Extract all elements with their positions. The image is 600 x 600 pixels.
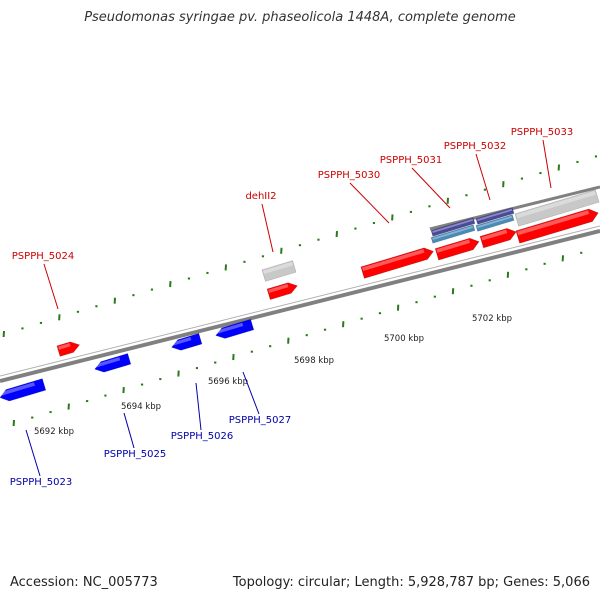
gene-pspph-5023-body[interactable]: [0, 378, 47, 404]
gene-pspph-5031-shine: [436, 239, 471, 253]
backbone-line: [0, 229, 600, 383]
gene-label-forward[interactable]: PSPPH_5033: [511, 127, 573, 138]
leader-line: [25, 429, 41, 477]
gene-pspph-5032-body[interactable]: [479, 226, 518, 249]
feature-dehii2-box-shine: [263, 261, 293, 274]
scale-label: 5696 kbp: [208, 377, 248, 387]
gene-label-forward[interactable]: PSPPH_5032: [444, 141, 506, 152]
gene-pspph-5030-body[interactable]: [360, 246, 435, 279]
gene-pspph-5024-shine: [58, 343, 71, 350]
feature-dehii2-box-body[interactable]: [261, 260, 297, 282]
scale-label: 5694 kbp: [121, 402, 161, 412]
cds-pspph-5032-dark-body[interactable]: [475, 207, 515, 225]
scale-label: 5692 kbp: [34, 427, 74, 437]
gene-label-reverse[interactable]: PSPPH_5026: [171, 431, 233, 442]
leader-line: [349, 182, 390, 224]
feature-pspph-5033-box-body[interactable]: [514, 189, 600, 227]
gene-features[interactable]: [0, 189, 600, 404]
leader-line: [123, 412, 135, 449]
gene-pspph-5026[interactable]: [170, 333, 203, 352]
cds-pspph-5032-light-body[interactable]: [475, 214, 515, 232]
accession-text: Accession: NC_005773: [10, 575, 158, 590]
gene-label-forward[interactable]: PSPPH_5030: [318, 170, 380, 181]
gene-pspph-5023-shine: [0, 382, 36, 396]
cds-pspph-5032-dark-shine: [477, 208, 513, 221]
gene-pspph-5027[interactable]: [214, 318, 255, 340]
gene-pspph-5024[interactable]: [56, 340, 81, 357]
gene-label-forward[interactable]: PSPPH_5031: [380, 155, 442, 166]
gene-pspph-5027-shine: [215, 322, 244, 335]
leader-line: [475, 153, 491, 201]
scale-label: 5698 kbp: [294, 356, 334, 366]
gene-pspph-5033-body[interactable]: [515, 207, 600, 244]
gene-pspph-5024-body[interactable]: [56, 340, 81, 357]
gene-callouts[interactable]: PSPPH_5024dehII2PSPPH_5030PSPPH_5031PSPP…: [10, 127, 573, 488]
leader-line: [195, 382, 202, 431]
gene-dehii2-shine: [268, 283, 289, 293]
feature-pspph-5033-box[interactable]: [514, 189, 600, 227]
gene-pspph-5025-body[interactable]: [93, 353, 132, 375]
gene-pspph-5031[interactable]: [434, 236, 481, 261]
leader-line: [411, 167, 451, 209]
gene-dehii2[interactable]: [266, 280, 299, 300]
scale-label: 5702 kbp: [472, 314, 512, 324]
gene-label-forward[interactable]: PSPPH_5024: [12, 251, 74, 262]
cds-pspph-5032-dark[interactable]: [475, 207, 515, 225]
gene-pspph-5023[interactable]: [0, 378, 47, 404]
cds-pspph-5031-light-shine: [432, 226, 474, 240]
gene-pspph-5032-shine: [481, 229, 508, 241]
cds-pspph-5032-light[interactable]: [475, 214, 515, 232]
gene-pspph-5026-shine: [171, 336, 192, 346]
gene-label-reverse[interactable]: PSPPH_5027: [229, 415, 291, 426]
gene-dehii2-body[interactable]: [266, 280, 299, 300]
tick-rows: [2, 155, 598, 427]
leader-line: [43, 263, 59, 310]
leader-line: [261, 203, 274, 253]
genome-backbone: [0, 185, 600, 383]
gene-pspph-5027-body[interactable]: [214, 318, 255, 340]
gene-pspph-5030[interactable]: [360, 246, 435, 279]
gene-pspph-5031-body[interactable]: [434, 236, 481, 261]
gene-label-reverse[interactable]: PSPPH_5025: [104, 449, 166, 460]
cds-backbone-line: [429, 185, 600, 231]
cds-pspph-5031-dark-body[interactable]: [430, 217, 476, 237]
gene-label-reverse[interactable]: PSPPH_5023: [10, 477, 72, 488]
cds-pspph-5031-light[interactable]: [430, 224, 476, 244]
gene-pspph-5025-shine: [94, 357, 121, 368]
cds-pspph-5031-light-body[interactable]: [430, 224, 476, 244]
gene-pspph-5032[interactable]: [479, 226, 518, 249]
feature-pspph-5033-box-shine: [516, 190, 596, 219]
page-title: Pseudomonas syringae pv. phaseolicola 14…: [84, 10, 516, 25]
gene-pspph-5030-shine: [362, 249, 425, 272]
cds-pspph-5031-dark-shine: [432, 219, 474, 233]
gene-label-forward[interactable]: dehII2: [245, 191, 276, 202]
leader-line: [242, 371, 260, 415]
gene-pspph-5025[interactable]: [93, 353, 132, 375]
feature-dehii2-box[interactable]: [261, 260, 297, 282]
scale-label: 5700 kbp: [384, 334, 424, 344]
cds-pspph-5031-dark[interactable]: [430, 217, 476, 237]
cds-pspph-5032-light-shine: [477, 215, 513, 228]
leader-line: [542, 139, 552, 189]
genome-summary-text: Topology: circular; Length: 5,928,787 bp…: [232, 575, 590, 590]
gene-pspph-5026-body[interactable]: [170, 333, 203, 352]
scale-labels: 5692 kbp 5694 kbp 5696 kbp 5698 kbp 5700 kbp…: [34, 314, 512, 437]
backbone-highlight: [0, 225, 600, 377]
gene-pspph-5033-shine: [517, 210, 590, 236]
gene-pspph-5033[interactable]: [515, 207, 600, 244]
